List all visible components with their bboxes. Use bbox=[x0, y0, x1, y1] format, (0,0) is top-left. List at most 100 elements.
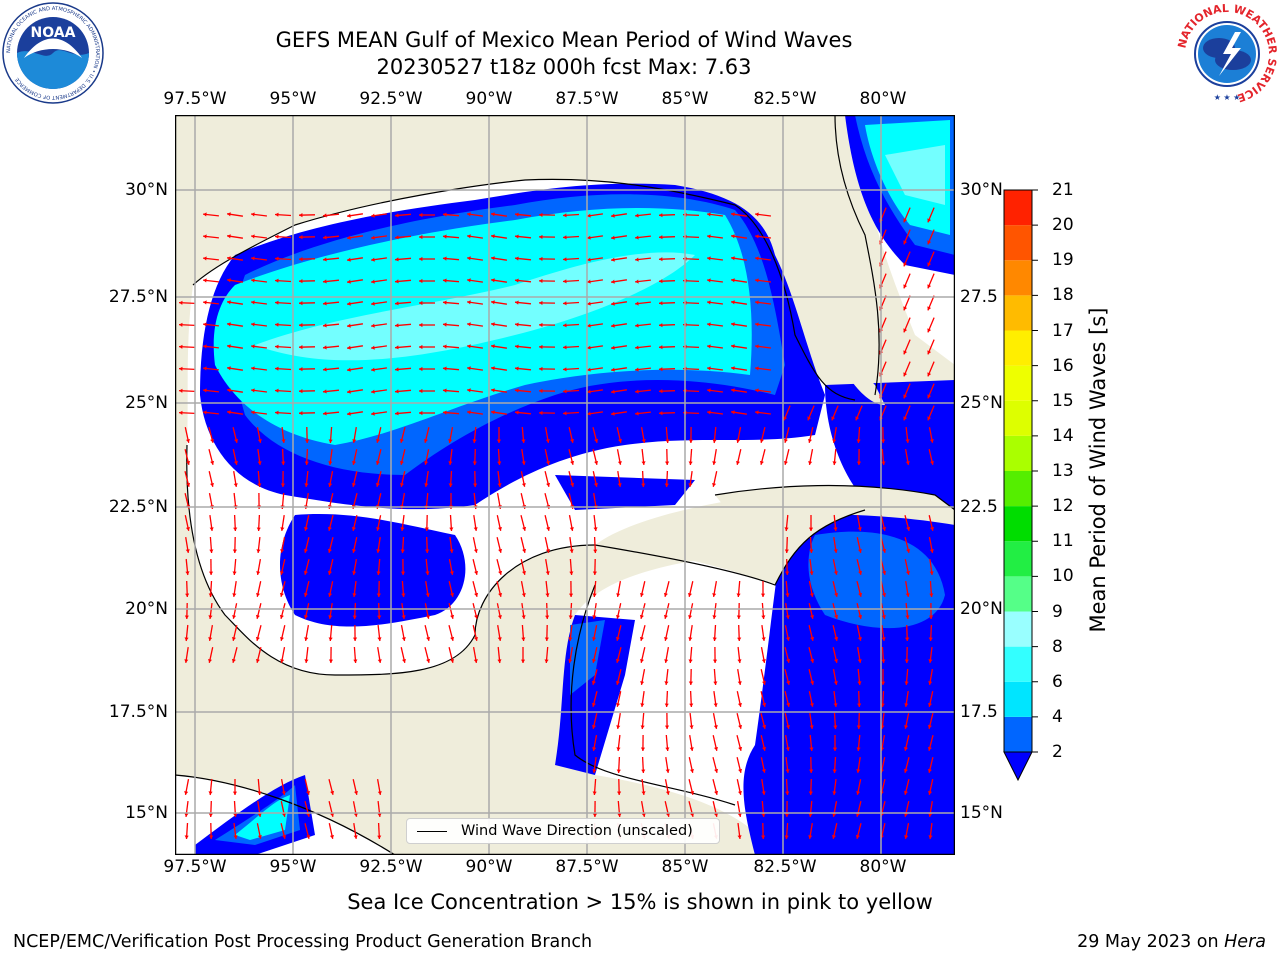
wave-direction-arrowhead bbox=[928, 703, 932, 707]
wave-direction-arrowhead bbox=[179, 388, 183, 393]
wave-direction-arrowhead bbox=[737, 681, 742, 685]
wave-direction-arrowhead bbox=[882, 548, 887, 553]
wave-direction-arrowhead bbox=[544, 659, 549, 663]
wave-direction-arrowhead bbox=[856, 769, 861, 773]
wave-direction-arrowhead bbox=[545, 549, 550, 553]
wave-direction-arrowhead bbox=[611, 323, 615, 328]
wave-direction-arrowhead bbox=[347, 213, 351, 218]
lat-label-left-4: 20°N bbox=[125, 599, 168, 619]
wave-direction-arrowhead bbox=[377, 659, 382, 663]
wave-direction-arrowhead bbox=[347, 279, 351, 284]
wave-direction-arrowhead bbox=[474, 614, 479, 619]
wave-direction-arrowhead bbox=[737, 703, 742, 707]
wave-direction-arrowhead bbox=[659, 367, 663, 372]
sea-ice-note: Sea Ice Concentration > 15% is shown in … bbox=[347, 890, 933, 914]
wave-direction-arrowhead bbox=[539, 256, 543, 261]
wave-direction-arrowhead bbox=[233, 813, 238, 817]
wave-direction-arrowhead bbox=[377, 791, 382, 795]
wave-direction-arrowhead bbox=[347, 235, 351, 240]
wave-direction-arrowhead bbox=[755, 256, 759, 261]
wave-direction-arrowhead bbox=[395, 213, 399, 218]
wave-direction-arrowhead bbox=[256, 527, 261, 531]
wave-direction-arrowhead bbox=[233, 835, 238, 839]
wave-direction-arrowhead bbox=[808, 461, 813, 465]
lat-label-left-6: 15°N bbox=[125, 803, 168, 823]
wave-direction-arrowhead bbox=[903, 262, 908, 267]
wave-direction-arrowhead bbox=[616, 615, 620, 619]
wave-direction-arrowhead bbox=[515, 344, 519, 349]
wave-direction-arrowhead bbox=[707, 410, 711, 415]
wave-direction-arrowhead bbox=[419, 256, 423, 262]
footer-host: Hera bbox=[1224, 932, 1266, 952]
wave-direction-arrowhead bbox=[203, 322, 207, 327]
wave-direction-arrowhead bbox=[927, 746, 932, 751]
wave-direction-arrowhead bbox=[395, 257, 399, 262]
wave-direction-arrowhead bbox=[707, 344, 711, 349]
wave-direction-arrowhead bbox=[927, 769, 932, 773]
wave-direction-arrowhead bbox=[570, 482, 575, 487]
wave-direction-arrowhead bbox=[905, 461, 910, 465]
colorbar-bin bbox=[1004, 260, 1032, 296]
wave-direction-arrowhead bbox=[497, 615, 502, 619]
wave-direction-arrowhead bbox=[227, 322, 231, 327]
wave-direction-arrowhead bbox=[539, 300, 543, 305]
lat-label-left-0: 30°N bbox=[125, 180, 168, 200]
wave-direction-arrowhead bbox=[833, 681, 838, 685]
wave-direction-arrowhead bbox=[832, 461, 837, 465]
wave-direction-arrowhead bbox=[323, 301, 327, 306]
wave-direction-arrowhead bbox=[474, 637, 478, 641]
wave-direction-arrowhead bbox=[491, 300, 495, 305]
wave-direction-arrowhead bbox=[305, 439, 310, 443]
wave-direction-arrowhead bbox=[927, 218, 932, 223]
wave-direction-arrowhead bbox=[707, 322, 711, 327]
wave-direction-arrowhead bbox=[515, 234, 519, 239]
wave-direction-arrowhead bbox=[712, 615, 717, 619]
wave-direction-arrowhead bbox=[497, 637, 502, 641]
wave-direction-arrowhead bbox=[227, 278, 231, 283]
wave-direction-arrowhead bbox=[209, 571, 214, 575]
wave-direction-arrowhead bbox=[472, 461, 477, 465]
wave-direction-arrowhead bbox=[371, 411, 375, 416]
wave-direction-arrowhead bbox=[467, 366, 471, 371]
wave-direction-arrowhead bbox=[881, 439, 886, 443]
wave-direction-arrowhead bbox=[592, 747, 597, 751]
wave-direction-arrowhead bbox=[712, 593, 717, 597]
wave-direction-arrowhead bbox=[761, 835, 766, 839]
wave-direction-arrowhead bbox=[611, 301, 615, 306]
wave-direction-arrowhead bbox=[323, 367, 327, 372]
wave-direction-arrowhead bbox=[521, 659, 526, 663]
wave-direction-arrowhead bbox=[808, 813, 813, 817]
wave-direction-arrowhead bbox=[563, 389, 567, 394]
wave-direction-arrowhead bbox=[323, 213, 327, 218]
wave-direction-arrowhead bbox=[323, 235, 327, 240]
wave-direction-arrowhead bbox=[834, 659, 838, 663]
lat-label-left-1: 27.5°N bbox=[108, 287, 168, 307]
wave-direction-arrowhead bbox=[784, 549, 789, 553]
wave-direction-arrowhead bbox=[856, 725, 861, 729]
wave-direction-arrowhead bbox=[761, 813, 766, 817]
wave-direction-arrowhead bbox=[592, 725, 596, 729]
wave-direction-arrowhead bbox=[203, 344, 207, 349]
wave-direction-arrowhead bbox=[904, 813, 908, 817]
wave-direction-arrowhead bbox=[299, 389, 303, 394]
wave-direction-arrowhead bbox=[755, 300, 759, 305]
wave-direction-arrowhead bbox=[184, 637, 189, 641]
wave-direction-arrowhead bbox=[425, 571, 430, 575]
wave-direction-arrowhead bbox=[568, 659, 573, 663]
wave-direction-arrowhead bbox=[256, 571, 261, 575]
wave-direction-arrowhead bbox=[810, 681, 815, 685]
wave-direction-arrowhead bbox=[635, 301, 639, 306]
lon-label-bottom-7: 80°W bbox=[859, 857, 907, 877]
wave-direction-arrowhead bbox=[659, 323, 663, 328]
wave-direction-arrowhead bbox=[659, 213, 663, 218]
wave-direction-arrowhead bbox=[809, 725, 814, 729]
wave-direction-arrowhead bbox=[664, 483, 669, 487]
wave-direction-arrowhead bbox=[179, 344, 183, 349]
wave-direction-arrowhead bbox=[299, 411, 303, 416]
wave-direction-arrowhead bbox=[616, 703, 621, 707]
wave-direction-arrowhead bbox=[904, 681, 909, 685]
wave-direction-arrowhead bbox=[449, 549, 454, 553]
wave-direction-arrowhead bbox=[736, 615, 741, 619]
wave-direction-arrowhead bbox=[255, 636, 260, 641]
footer-date: 29 May 2023 on bbox=[1077, 932, 1225, 952]
